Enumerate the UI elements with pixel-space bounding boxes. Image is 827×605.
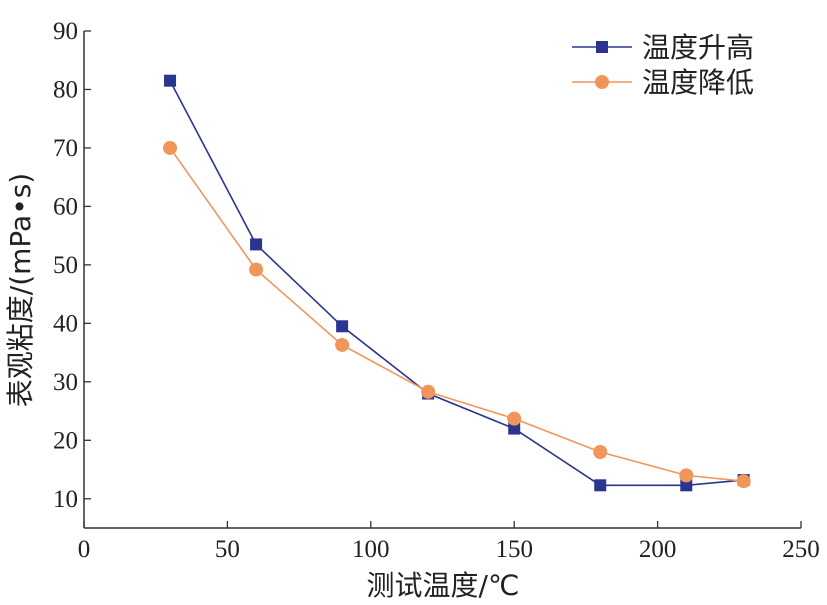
data-point bbox=[250, 238, 263, 251]
series-layer bbox=[163, 74, 751, 492]
data-point bbox=[594, 479, 607, 492]
x-tick-label: 50 bbox=[215, 536, 240, 563]
x-tick-label: 0 bbox=[78, 536, 91, 563]
data-point bbox=[421, 384, 436, 399]
y-tick-label: 20 bbox=[53, 427, 78, 454]
y-tick-label: 90 bbox=[53, 18, 78, 45]
data-point bbox=[736, 474, 751, 489]
y-tick-label: 40 bbox=[53, 310, 78, 337]
x-tick-label: 100 bbox=[352, 536, 390, 563]
legend-label: 温度升高 bbox=[642, 31, 754, 64]
series-line bbox=[169, 147, 744, 483]
y-tick-label: 30 bbox=[53, 369, 78, 396]
x-tick-label: 200 bbox=[639, 536, 677, 563]
legend-item-1: 温度升高 bbox=[572, 31, 754, 64]
data-point bbox=[593, 444, 608, 459]
data-point bbox=[249, 262, 264, 277]
axes: 0 50 100 150 200 250 10 20 30 40 50 60 70 80 90 bbox=[53, 18, 820, 563]
series-2 bbox=[163, 140, 751, 489]
y-tick-label: 80 bbox=[53, 76, 78, 103]
series-1 bbox=[164, 74, 750, 492]
data-point bbox=[679, 468, 694, 483]
series-line bbox=[169, 80, 744, 487]
x-axis-title: 测试温度/℃ bbox=[367, 569, 520, 602]
legend-marker bbox=[595, 75, 609, 89]
y-tick-label: 50 bbox=[53, 252, 78, 279]
y-tick-label: 10 bbox=[53, 486, 78, 513]
data-point bbox=[335, 337, 350, 352]
data-point bbox=[507, 411, 522, 426]
data-point bbox=[680, 479, 693, 492]
legend-marker bbox=[596, 41, 608, 53]
data-point bbox=[508, 422, 521, 435]
data-point bbox=[163, 140, 178, 155]
y-axis-title: 表观粘度/(mPa•s) bbox=[4, 173, 37, 407]
data-point bbox=[164, 74, 177, 87]
data-point bbox=[336, 320, 349, 333]
y-tick-label: 70 bbox=[53, 135, 78, 162]
x-tick-label: 150 bbox=[495, 536, 533, 563]
y-tick-label: 60 bbox=[53, 193, 78, 220]
legend-item-2: 温度降低 bbox=[572, 66, 754, 99]
legend-label: 温度降低 bbox=[642, 66, 754, 99]
x-tick-label: 250 bbox=[782, 536, 820, 563]
